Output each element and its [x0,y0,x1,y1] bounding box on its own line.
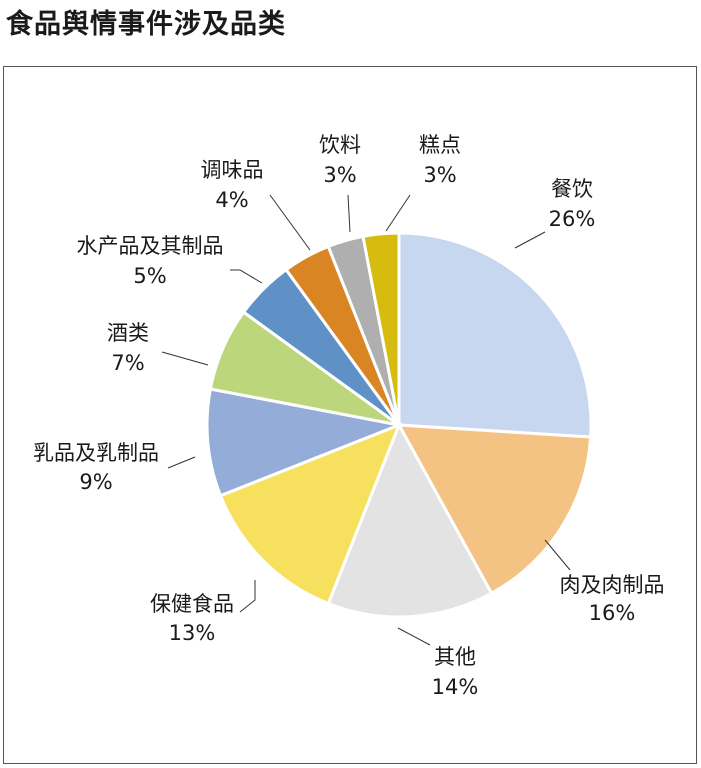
slice-label: 酒类 [107,321,149,345]
pie-slice [218,422,402,606]
slice-label: 餐饮 [551,177,593,201]
leader-line [544,539,571,571]
slice-label: 肉及肉制品 [560,573,665,597]
pie-slice [361,231,401,426]
leader-line [167,456,196,469]
slice-percent-label: 9% [79,470,112,494]
pie-slice [205,387,405,498]
pie-slice [396,423,593,596]
slice-percent-label: 7% [111,351,144,375]
slice-percent-label: 13% [169,621,216,645]
leader-line [347,194,351,233]
leader-line [269,194,311,251]
pie-slice [397,231,593,439]
leader-line [239,580,256,613]
slice-percent-label: 3% [423,163,456,187]
leader-line [161,351,209,366]
pie-slice [326,421,494,619]
leader-line [514,231,546,249]
slice-percent-label: 3% [323,163,356,187]
chart-title: 食品舆情事件涉及品类 [6,9,286,40]
slice-label: 饮料 [319,133,361,157]
slice-percent-label: 16% [589,601,636,625]
slice-label: 水产品及其制品 [77,234,224,258]
slice-percent-label: 4% [215,188,248,212]
slice-percent-label: 5% [133,264,166,288]
leader-line [397,627,431,646]
slice-label: 糕点 [419,133,461,157]
slice-label: 调味品 [201,158,264,182]
slice-label: 其他 [434,645,476,669]
slice-label: 保健食品 [150,592,234,616]
leader-line [385,194,411,232]
leader-line [230,269,263,284]
slice-label: 乳品及乳制品 [33,441,159,465]
slice-percent-label: 14% [432,675,479,699]
slice-percent-label: 26% [549,207,596,231]
